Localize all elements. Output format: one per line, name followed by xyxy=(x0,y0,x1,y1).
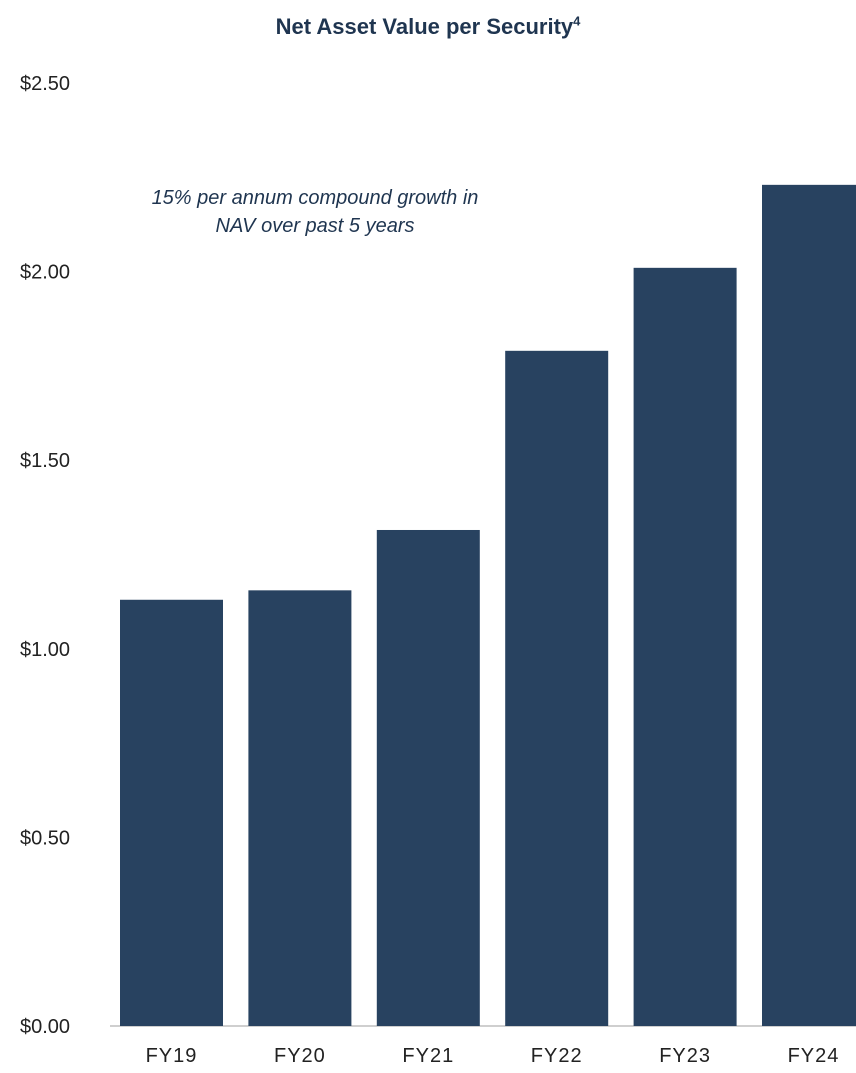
x-tick-label: FY23 xyxy=(659,1045,711,1067)
x-axis-labels: FY19 FY20 FY21 FY22 FY23 FY24 xyxy=(146,1045,840,1067)
annotation-line-1: 15% per annum compound growth in xyxy=(151,187,479,209)
x-tick-label: FY22 xyxy=(531,1045,583,1067)
growth-annotation: 15% per annum compound growth in NAV ove… xyxy=(120,184,510,240)
y-tick-label: $0.50 xyxy=(20,827,70,849)
bar-fy21 xyxy=(376,529,480,1026)
chart-title-text: Net Asset Value per Security xyxy=(275,14,574,39)
x-tick-label: FY20 xyxy=(274,1045,326,1067)
y-tick-label: $1.50 xyxy=(20,450,70,472)
bars xyxy=(120,184,856,1026)
bar-fy19 xyxy=(120,599,223,1026)
y-tick-label: $2.00 xyxy=(20,262,70,284)
y-tick-label: $2.50 xyxy=(20,73,70,95)
annotation-line-2: NAV over past 5 years xyxy=(215,215,415,237)
bar-fy22 xyxy=(505,350,609,1026)
y-tick-label: $0.00 xyxy=(20,1016,70,1038)
x-tick-label: FY24 xyxy=(788,1045,840,1067)
x-tick-label: FY21 xyxy=(402,1045,454,1067)
bar-fy24 xyxy=(762,184,856,1026)
bar-fy20 xyxy=(248,590,352,1026)
y-axis-ticks: $0.00 $0.50 $1.00 $1.50 $2.00 $2.50 xyxy=(20,73,70,1038)
chart-title: Net Asset Value per Security4 xyxy=(0,14,856,40)
y-tick-label: $1.00 xyxy=(20,639,70,661)
chart-title-footnote: 4 xyxy=(573,13,581,29)
bar-fy23 xyxy=(633,267,737,1026)
x-tick-label: FY19 xyxy=(146,1045,198,1067)
